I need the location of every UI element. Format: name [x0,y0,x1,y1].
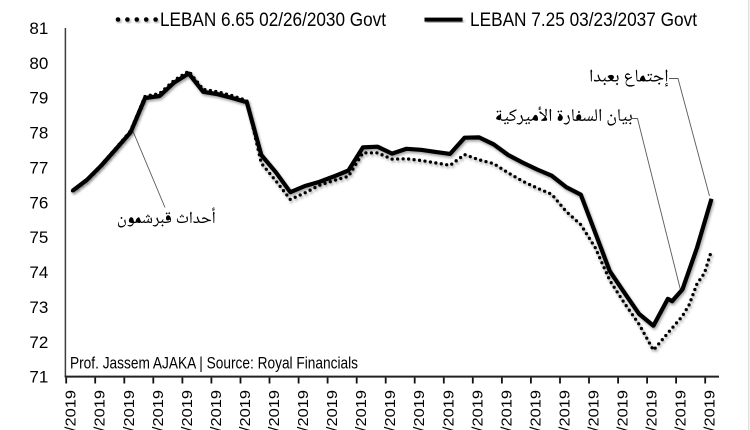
svg-text:21/4/2019: 21/4/2019 [354,390,370,430]
svg-text:21/4/2019: 21/4/2019 [151,390,167,430]
svg-text:21/4/2019: 21/4/2019 [93,390,109,430]
svg-text:21/4/2019: 21/4/2019 [325,390,341,430]
svg-text:LEBAN 6.65 02/26/2030 Govt: LEBAN 6.65 02/26/2030 Govt [160,9,387,31]
svg-text:Prof. Jassem AJAKA | Source: R: Prof. Jassem AJAKA | Source: Royal Finan… [70,354,358,372]
svg-text:76: 76 [29,193,48,212]
svg-text:LEBAN 7.25 03/23/2037 Govt: LEBAN 7.25 03/23/2037 Govt [470,9,698,31]
svg-text:21/4/2019: 21/4/2019 [267,390,283,430]
svg-text:21/4/2019: 21/4/2019 [499,390,515,430]
svg-text:79: 79 [29,89,48,108]
svg-text:21/4/2019: 21/4/2019 [238,390,254,430]
svg-text:78: 78 [29,124,48,143]
svg-text:77: 77 [29,159,48,178]
svg-text:81: 81 [29,19,48,38]
svg-text:21/4/2019: 21/4/2019 [122,390,138,430]
svg-text:21/4/2019: 21/4/2019 [383,390,399,430]
svg-text:80: 80 [29,54,48,73]
svg-text:75: 75 [29,228,48,247]
svg-text:21/4/2019: 21/4/2019 [674,390,690,430]
svg-text:21/4/2019: 21/4/2019 [209,390,225,430]
svg-text:21/4/2019: 21/4/2019 [412,390,428,430]
svg-text:21/4/2019: 21/4/2019 [64,390,80,430]
svg-text:21/4/2019: 21/4/2019 [587,390,603,430]
svg-text:21/4/2019: 21/4/2019 [645,390,661,430]
svg-text:21/4/2019: 21/4/2019 [528,390,544,430]
svg-text:72: 72 [29,333,48,352]
svg-text:21/4/2019: 21/4/2019 [180,390,196,430]
svg-text:21/4/2019: 21/4/2019 [616,390,632,430]
svg-text:21/4/2019: 21/4/2019 [703,390,719,430]
svg-text:21/4/2019: 21/4/2019 [470,390,486,430]
svg-text:21/4/2019: 21/4/2019 [296,390,312,430]
svg-text:73: 73 [29,298,48,317]
svg-text:21/4/2019: 21/4/2019 [558,390,574,430]
svg-text:71: 71 [29,368,48,387]
svg-text:21/4/2019: 21/4/2019 [441,390,457,430]
svg-text:74: 74 [29,263,48,282]
